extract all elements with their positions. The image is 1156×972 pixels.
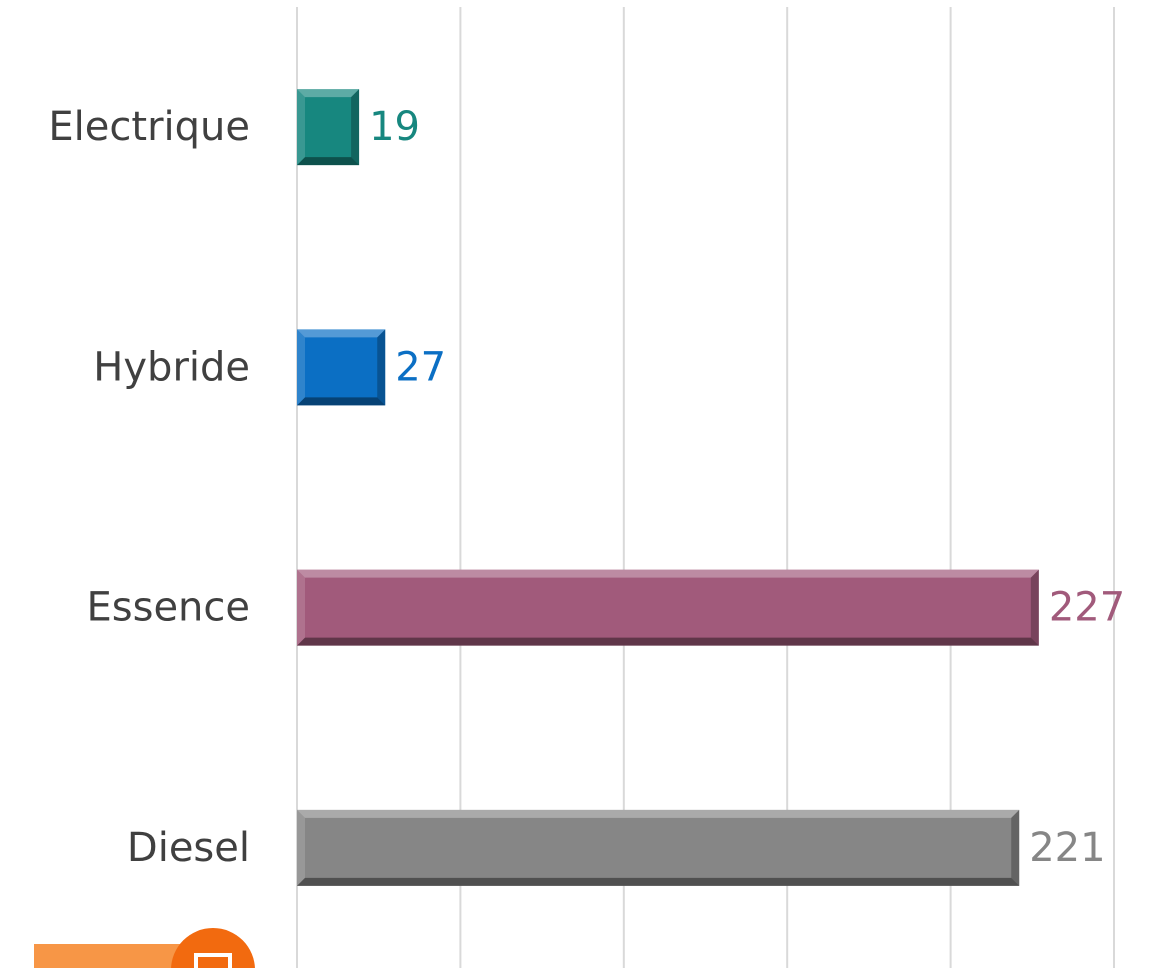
bevel-left (297, 809, 305, 886)
bar (297, 89, 360, 166)
bevel-right (377, 329, 386, 406)
value-label: 227 (1049, 585, 1125, 631)
bevel-bottom (297, 157, 360, 166)
bar (297, 329, 386, 406)
widget (34, 928, 255, 972)
bevel-left (297, 329, 305, 406)
y-tick-label: Diesel (127, 825, 250, 871)
bevel-bottom (297, 637, 1039, 646)
value-label: 27 (395, 344, 446, 390)
value-label: 221 (1029, 825, 1105, 871)
y-tick-label: Essence (86, 585, 250, 631)
bevel-bottom (297, 877, 1020, 886)
bevel-left (297, 89, 305, 166)
bevel-right (1030, 569, 1039, 646)
y-tick-label: Electrique (48, 104, 250, 150)
bevel-top (297, 569, 1039, 578)
bevel-top (297, 809, 1020, 818)
value-label: 19 (369, 104, 420, 150)
bar (297, 809, 1020, 886)
bevel-right (1011, 809, 1020, 886)
bevel-bottom (297, 397, 386, 406)
bevel-top (297, 329, 386, 338)
bar (297, 569, 1039, 646)
y-tick-label: Hybride (93, 344, 250, 390)
bevel-right (351, 89, 360, 166)
bevel-top (297, 89, 360, 98)
bevel-left (297, 569, 305, 646)
